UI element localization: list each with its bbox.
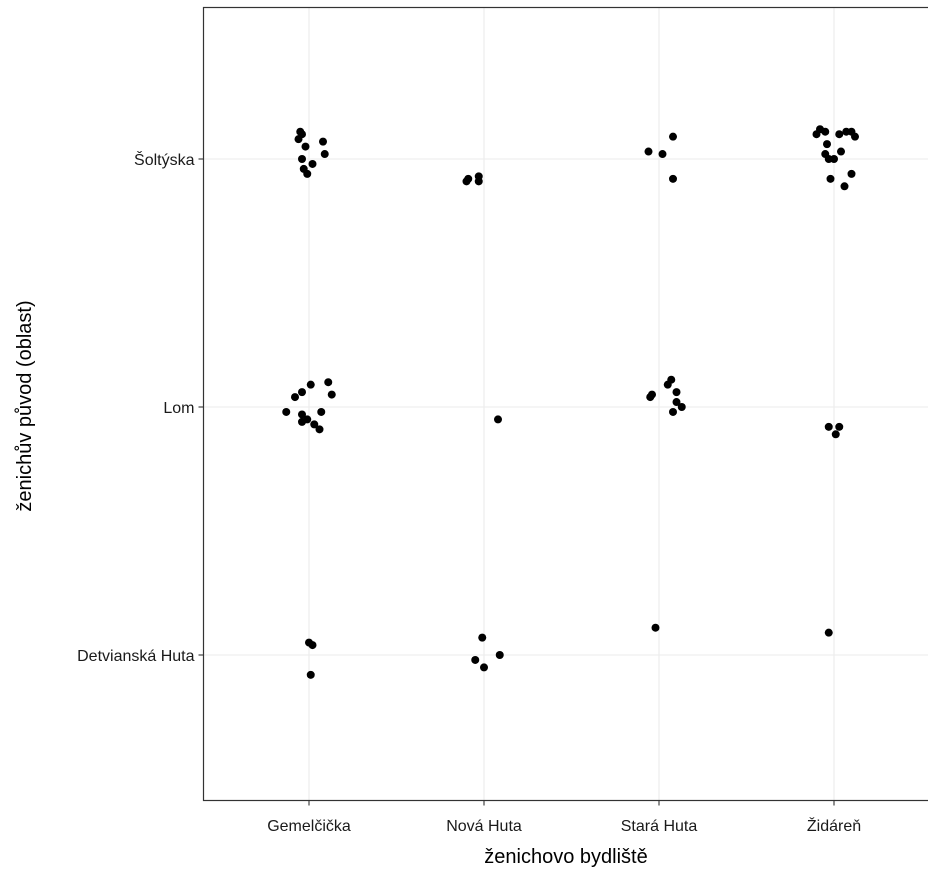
data-point: [658, 150, 667, 159]
gridlines: [203, 7, 928, 801]
y-axis: Detvianská Huta Lom Šoltýska: [77, 150, 204, 665]
data-point: [317, 407, 326, 416]
x-tick-label: Stará Huta: [621, 818, 698, 835]
data-point: [830, 155, 838, 163]
data-point: [840, 182, 849, 191]
data-point: [478, 633, 487, 642]
data-point: [294, 135, 303, 144]
data-point: [651, 623, 660, 632]
data-point: [471, 655, 480, 664]
data-point: [835, 422, 844, 431]
data-point: [315, 425, 324, 434]
data-point: [282, 407, 291, 416]
data-point: [677, 403, 686, 411]
data-point: [306, 380, 315, 389]
data-point: [672, 388, 681, 397]
x-axis-title: ženichovo bydliště: [484, 846, 647, 868]
data-point: [301, 142, 310, 151]
data-point: [669, 132, 677, 141]
data-point: [298, 410, 306, 419]
data-point: [644, 147, 653, 156]
x-axis: Gemelčička Nová Huta Stará Huta Židáreň: [267, 800, 861, 835]
data-point: [464, 174, 473, 183]
y-tick-label: Detvianská Huta: [77, 648, 194, 665]
x-tick-label: Židáreň: [807, 816, 861, 835]
data-point: [847, 169, 856, 178]
data-point: [824, 628, 833, 637]
y-axis-title: ženichův původ (oblast): [14, 300, 36, 511]
data-point: [826, 174, 835, 183]
data-point: [327, 390, 336, 399]
data-point: [824, 422, 833, 431]
data-point: [324, 378, 333, 387]
data-point: [474, 177, 483, 186]
data-point: [298, 388, 306, 397]
data-point: [672, 398, 681, 407]
data-point: [310, 420, 319, 429]
data-point: [495, 651, 504, 659]
data-point: [831, 430, 840, 439]
data-point: [837, 147, 845, 156]
data-point: [320, 150, 329, 159]
data-point: [821, 127, 830, 136]
data-point: [480, 663, 488, 672]
data-point: [835, 130, 844, 139]
data-points: [282, 125, 859, 679]
data-point: [303, 169, 312, 178]
x-tick-label: Gemelčička: [267, 818, 351, 835]
x-tick-label: Nová Huta: [446, 818, 522, 835]
data-point: [298, 155, 306, 163]
data-point: [851, 132, 859, 141]
y-tick-label: Šoltýska: [134, 150, 195, 169]
data-point: [306, 670, 315, 679]
y-tick-label: Lom: [163, 400, 194, 417]
data-point: [298, 417, 306, 426]
data-point: [319, 137, 327, 146]
data-point: [669, 174, 677, 183]
panel-border: [202, 6, 928, 802]
data-point: [648, 390, 656, 399]
data-point: [308, 159, 317, 168]
data-point: [494, 415, 502, 424]
data-point: [308, 641, 317, 650]
data-point: [667, 375, 676, 384]
data-point: [291, 393, 299, 402]
data-point: [669, 407, 677, 416]
data-point: [823, 140, 831, 149]
